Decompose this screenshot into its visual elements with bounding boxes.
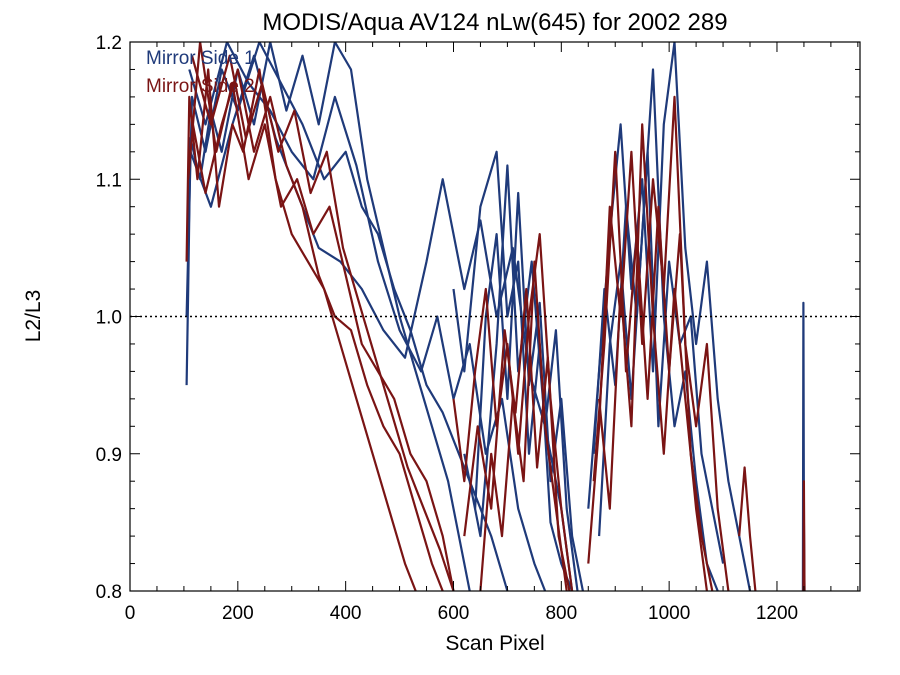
ticks-layer: 0 200 400 600 800 1000 1200 0.8 0.9 1.0 1.1 1.2 [96,33,860,624]
x-tick-label: 200 [222,603,254,624]
legend-entry-1: Mirror Side 1 [146,48,255,69]
y-tick-label: 0.9 [96,445,122,466]
x-tick-label: 1200 [756,603,798,624]
y-axis-label: L2/L3 [22,290,45,343]
legend: Mirror Side 1 Mirror Side 2 [146,48,255,97]
x-axis-label: Scan Pixel [445,632,544,655]
series-2-line-11 [738,466,757,591]
series-layer [185,42,806,591]
y-tick-label: 1.0 [96,308,122,329]
series-1-line-8 [587,42,752,591]
x-tick-label: 800 [545,603,577,624]
series-2-line-4 [190,54,455,591]
y-tick-label: 0.8 [96,582,122,603]
series-1-line-5 [452,150,574,591]
y-tick-label: 1.1 [96,170,122,191]
chart-title: MODIS/Aqua AV124 nLw(645) for 2002 289 [262,9,727,36]
series-1-line-10 [598,68,719,591]
series-2-line-6 [463,287,571,591]
x-tick-label: 1000 [648,603,690,624]
series-2-line-3 [189,68,444,591]
series-1-line-1 [185,42,471,591]
x-tick-label: 0 [125,603,136,624]
legend-entry-2: Mirror Side 2 [146,76,255,97]
y-tick-label: 1.2 [96,33,122,54]
series-2-line-7 [479,260,568,591]
series-2-line-10 [598,123,708,591]
x-tick-label: 400 [330,603,362,624]
x-tick-label: 600 [438,603,470,624]
series-2-line-12 [802,480,806,591]
